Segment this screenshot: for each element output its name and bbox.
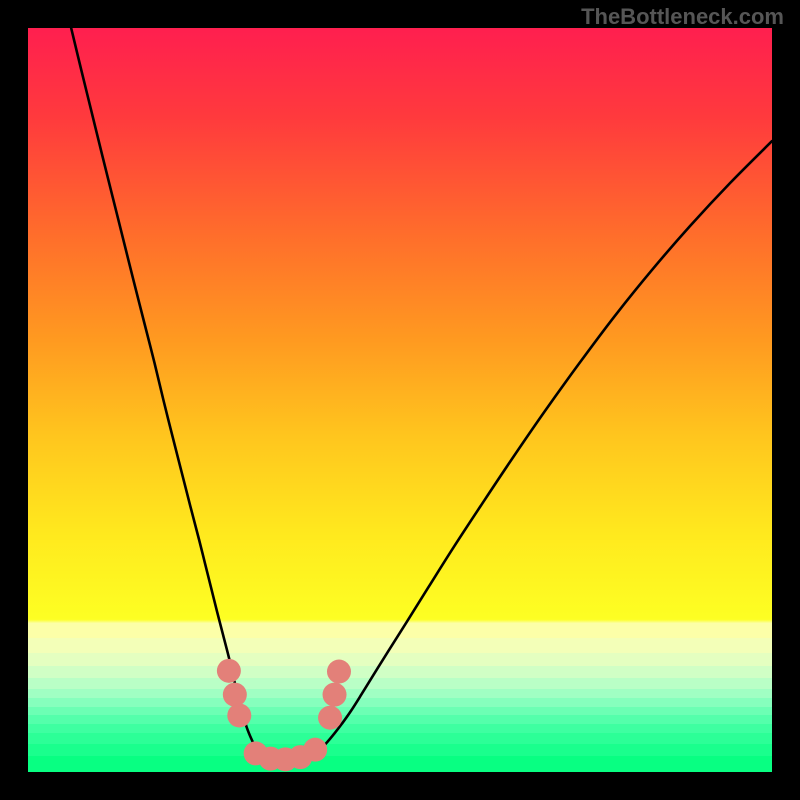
- trough-marker: [323, 683, 347, 707]
- trough-marker: [327, 660, 351, 684]
- trough-marker: [223, 683, 247, 707]
- trough-marker: [303, 738, 327, 762]
- trough-marker: [318, 706, 342, 730]
- watermark-text: TheBottleneck.com: [581, 4, 784, 30]
- trough-marker: [217, 659, 241, 683]
- trough-markers-group: [217, 659, 351, 772]
- chart-plot-area: [28, 28, 772, 772]
- bottleneck-curve: [71, 28, 772, 761]
- trough-marker: [227, 703, 251, 727]
- chart-svg: [28, 28, 772, 772]
